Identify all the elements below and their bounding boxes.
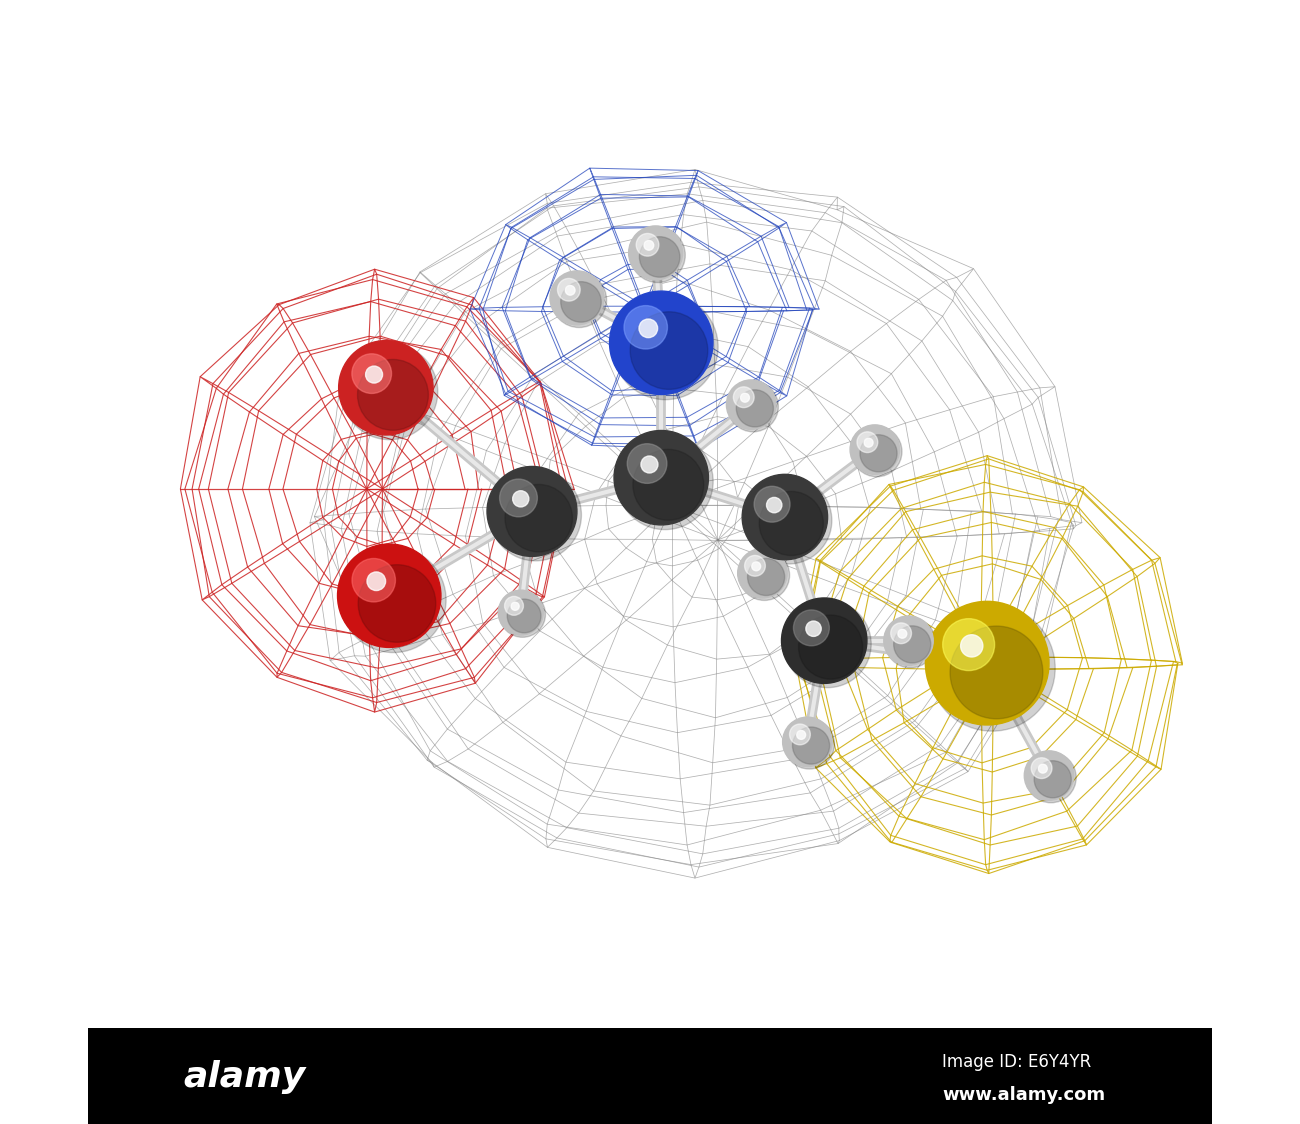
Circle shape [767,498,781,513]
Circle shape [566,285,575,296]
Circle shape [558,279,580,301]
Circle shape [741,393,749,402]
Circle shape [789,724,810,745]
Circle shape [930,605,1056,732]
Circle shape [850,425,900,474]
Circle shape [806,622,822,636]
Circle shape [926,601,1049,725]
Circle shape [550,271,604,325]
Circle shape [499,479,537,517]
Text: www.alamy.com: www.alamy.com [942,1086,1105,1104]
Circle shape [644,241,654,251]
Circle shape [359,564,436,642]
Circle shape [1039,764,1048,773]
Circle shape [630,311,707,389]
Circle shape [852,426,902,477]
Circle shape [736,390,774,427]
Circle shape [885,617,936,668]
Circle shape [1024,751,1074,800]
Circle shape [1026,752,1076,803]
Circle shape [490,469,581,561]
Circle shape [367,572,386,590]
Circle shape [641,456,658,473]
Circle shape [365,366,382,383]
Circle shape [745,555,766,577]
Circle shape [797,731,806,740]
Circle shape [610,291,712,395]
Circle shape [864,438,874,447]
Text: alamy: alamy [183,1060,306,1094]
Bar [88,1028,1212,1124]
Circle shape [737,549,786,598]
Circle shape [614,430,709,525]
Circle shape [339,341,433,435]
Circle shape [560,282,601,323]
Circle shape [358,360,428,430]
Circle shape [612,294,718,400]
Circle shape [798,615,863,679]
Circle shape [341,547,446,653]
Circle shape [352,559,395,602]
Circle shape [727,380,776,429]
Circle shape [784,718,835,769]
Circle shape [551,272,607,327]
Circle shape [793,727,829,764]
Circle shape [754,487,790,523]
Circle shape [1035,761,1071,798]
Text: Image ID: E6Y4YR: Image ID: E6Y4YR [942,1053,1092,1071]
Circle shape [498,590,543,635]
Circle shape [898,629,907,638]
Circle shape [342,344,438,439]
Circle shape [640,319,658,337]
Circle shape [636,234,659,256]
Circle shape [504,597,524,615]
Circle shape [740,550,789,600]
Circle shape [512,491,529,507]
Circle shape [884,616,933,665]
Circle shape [861,435,897,472]
Circle shape [488,466,577,556]
Circle shape [961,635,983,656]
Circle shape [745,477,832,564]
Circle shape [630,227,685,282]
Circle shape [628,444,667,483]
Circle shape [629,226,682,280]
Circle shape [783,717,832,767]
Circle shape [728,381,779,432]
Circle shape [793,610,829,646]
Circle shape [733,387,754,408]
Circle shape [759,491,823,555]
Circle shape [950,626,1043,719]
Circle shape [511,602,519,610]
Circle shape [784,600,871,688]
Circle shape [742,474,828,560]
Circle shape [893,626,931,663]
Circle shape [624,306,667,350]
Circle shape [507,599,541,633]
Circle shape [338,544,441,647]
Circle shape [942,618,994,671]
Circle shape [751,562,760,571]
Circle shape [352,354,391,393]
Circle shape [747,559,785,596]
Circle shape [499,591,546,637]
Circle shape [1031,758,1052,779]
Circle shape [781,598,867,683]
Circle shape [633,450,703,520]
Circle shape [504,484,572,552]
Circle shape [857,432,878,453]
Circle shape [640,237,680,278]
Circle shape [891,623,911,644]
Circle shape [618,434,714,529]
